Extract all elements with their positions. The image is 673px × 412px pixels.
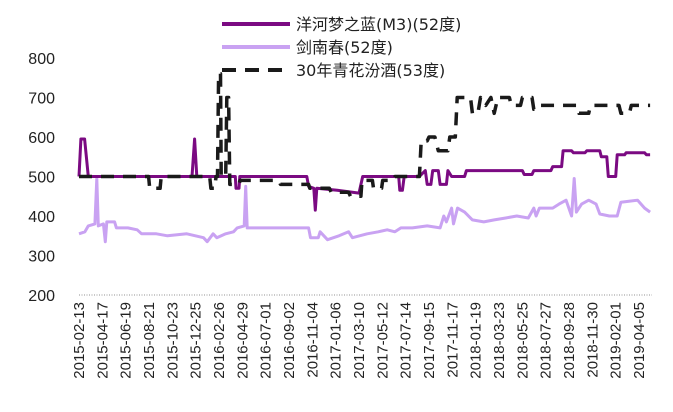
x-tick-label: 2017-11-17 — [444, 302, 461, 378]
y-tick-label: 400 — [28, 209, 55, 226]
x-tick-label: 2016-07-01 — [258, 302, 275, 379]
legend-label-2: 30年青花汾酒(53度) — [296, 61, 445, 80]
x-tick-label: 2017-03-10 — [351, 302, 368, 379]
x-tick-label: 2016-11-04 — [304, 302, 321, 378]
series-line-2 — [79, 72, 651, 199]
x-tick-label: 2017-09-15 — [421, 302, 438, 379]
y-tick-label: 800 — [28, 51, 55, 68]
legend: 洋河梦之蓝(M3)(52度) 剑南春(52度) 30年青花汾酒(53度) — [222, 15, 461, 80]
y-tick-label: 200 — [28, 288, 55, 305]
x-tick-label: 2015-04-17 — [94, 302, 111, 379]
x-tick-label: 2019-04-05 — [631, 302, 648, 379]
x-tick-label: 2018-09-28 — [561, 302, 578, 379]
y-tick-label: 600 — [28, 130, 55, 147]
legend-label-1: 剑南春(52度) — [296, 38, 393, 57]
series-line-1 — [78, 177, 651, 244]
y-axis: 200 300 400 500 600 700 800 — [28, 51, 55, 305]
x-tick-label: 2015-10-23 — [164, 302, 181, 379]
x-tick-label: 2017-05-12 — [374, 302, 391, 379]
x-tick-label: 2015-12-25 — [188, 302, 205, 379]
x-tick-label: 2015-06-19 — [118, 302, 135, 379]
x-tick-label: 2016-04-29 — [234, 302, 251, 379]
x-tick-label: 2018-01-19 — [468, 302, 485, 379]
y-tick-label: 500 — [28, 170, 55, 187]
x-tick-label: 2015-02-13 — [71, 302, 88, 379]
y-tick-label: 700 — [28, 91, 55, 108]
x-tick-label: 2017-01-06 — [328, 302, 345, 379]
x-tick-label: 2015-08-21 — [141, 302, 158, 379]
x-tick-label: 2018-03-23 — [491, 302, 508, 379]
x-axis: 2015-02-13 2015-04-17 2015-06-19 2015-08-21… — [71, 294, 652, 379]
x-tick-label: 2018-07-27 — [538, 302, 555, 379]
x-tick-label: 2018-05-25 — [514, 302, 531, 379]
x-tick-label: 2019-02-01 — [608, 302, 625, 379]
x-tick-label: 2016-09-02 — [281, 302, 298, 379]
plot-area — [77, 72, 651, 244]
x-tick-label: 2017-07-14 — [398, 302, 415, 379]
legend-label-0: 洋河梦之蓝(M3)(52度) — [296, 15, 461, 34]
y-tick-label: 300 — [28, 249, 55, 266]
x-tick-label: 2016-02-26 — [211, 302, 228, 379]
x-tick-label: 2018-11-30 — [584, 302, 601, 378]
